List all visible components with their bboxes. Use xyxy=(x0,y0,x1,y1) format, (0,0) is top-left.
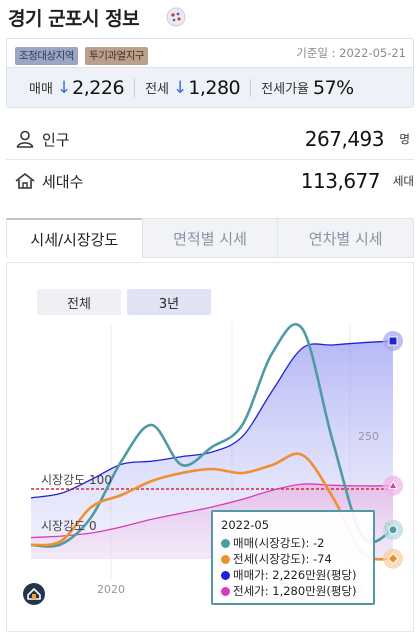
households-row: 세대수 113,677 세대 xyxy=(6,164,414,198)
sale-stat: 매매 ↓ 2,226 xyxy=(29,76,125,99)
down-arrow-icon: ↓ xyxy=(56,77,72,98)
tooltip-row-label: 매매가: 2,226만원(평당) xyxy=(233,568,357,582)
divider xyxy=(250,78,252,97)
divider xyxy=(134,78,136,97)
population-unit: 명 xyxy=(399,132,410,146)
sale-strength-end-marker xyxy=(388,525,398,535)
tooltip-row-label: 전세가: 1,280만원(평당) xyxy=(233,584,357,598)
market-strength-100-label: 시장강도 100 xyxy=(41,473,112,487)
sale-price-line xyxy=(30,340,394,499)
jeonse-ratio-value: 57% xyxy=(313,76,354,99)
population-row: 인구 267,493 명 xyxy=(6,122,414,156)
series-end-markers xyxy=(383,331,403,569)
tooltip-row: 매매가: 2,226만원(평당) xyxy=(221,567,365,583)
households-label: 세대수 xyxy=(42,172,84,191)
page-header: 경기 군포시 정보 xyxy=(0,0,419,34)
jeonse-stat-value: 1,280 xyxy=(188,76,241,99)
series-dot-icon xyxy=(221,586,230,596)
range-selector: 전체 3년 xyxy=(37,289,217,315)
info-tabs: 시세/시장강도 면적별 시세 연차별 시세 xyxy=(6,216,415,260)
tooltip-row-label: 매매(시장강도): -2 xyxy=(233,536,325,550)
house-icon xyxy=(15,173,35,189)
region-badge-icon[interactable] xyxy=(166,7,186,27)
range-all-button[interactable]: 전체 xyxy=(37,289,121,315)
population-label: 인구 xyxy=(42,130,70,149)
y-tick-label: 250 xyxy=(358,430,379,443)
market-chart-panel: 전체 3년 시장강도 100 시장강도 0 250 0 2020 2021 20… xyxy=(6,262,414,632)
tab-market-strength[interactable]: 시세/시장강도 xyxy=(6,218,143,258)
tooltip-row: 매매(시장강도): -2 xyxy=(221,535,365,551)
regulation-badge: 조정대상지역 xyxy=(15,47,78,65)
households-value: 113,677 xyxy=(300,169,381,193)
jeonse-strength-line xyxy=(30,452,394,561)
sale-stat-value: 2,226 xyxy=(72,76,125,99)
jeonse-price-line xyxy=(30,483,394,539)
regulation-badges: 조정대상지역 투기과열지구 xyxy=(15,44,150,65)
series-dot-icon xyxy=(221,554,230,564)
tooltip-row: 전세가: 1,280만원(평당) xyxy=(221,583,365,599)
home-logo-icon[interactable] xyxy=(23,583,45,605)
tooltip-row: 전세(시장강도): -74 xyxy=(221,551,365,567)
x-tick-label: 2020 xyxy=(97,583,125,596)
households-unit: 세대 xyxy=(392,174,414,188)
regulation-badge: 투기과열지구 xyxy=(85,47,149,65)
person-icon xyxy=(16,130,34,148)
region-summary-card: 조정대상지역 투기과열지구 기준일 : 2022-05-21 매매 ↓ 2,22… xyxy=(6,38,414,108)
tab-area-price[interactable]: 면적별 시세 xyxy=(141,218,279,258)
sale-strength-line xyxy=(30,323,394,548)
base-date: 기준일 : 2022-05-21 xyxy=(296,46,406,60)
sale-stat-label: 매매 xyxy=(29,82,53,97)
divider xyxy=(6,159,414,160)
jeonse-strength-end-marker xyxy=(387,552,399,565)
market-strength-0-label: 시장강도 0 xyxy=(41,519,97,533)
tooltip-row-label: 전세(시장강도): -74 xyxy=(233,552,332,566)
jeonse-stat-label: 전세 xyxy=(145,82,169,97)
jeonse-ratio-stat: 전세가율 57% xyxy=(261,77,354,99)
tab-year-price[interactable]: 연차별 시세 xyxy=(277,218,415,258)
chart-tooltip: 2022-05 매매(시장강도): -2 전세(시장강도): -74 매매가: … xyxy=(211,510,375,605)
jeonse-price-end-marker xyxy=(388,480,398,490)
tooltip-date: 2022-05 xyxy=(221,518,270,532)
sale-price-end-marker xyxy=(388,336,398,346)
price-stats-bar: 매매 ↓ 2,226 전세 ↓ 1,280 전세가율 57% xyxy=(7,67,413,107)
jeonse-ratio-label: 전세가율 xyxy=(261,82,309,97)
down-arrow-icon: ↓ xyxy=(173,77,188,98)
page-title: 경기 군포시 정보 xyxy=(8,8,140,30)
jeonse-stat: 전세 ↓ 1,280 xyxy=(145,76,241,99)
range-3y-button[interactable]: 3년 xyxy=(127,289,211,315)
population-value: 267,493 xyxy=(304,127,385,151)
series-dot-icon xyxy=(221,538,230,548)
series-dot-icon xyxy=(221,570,230,580)
